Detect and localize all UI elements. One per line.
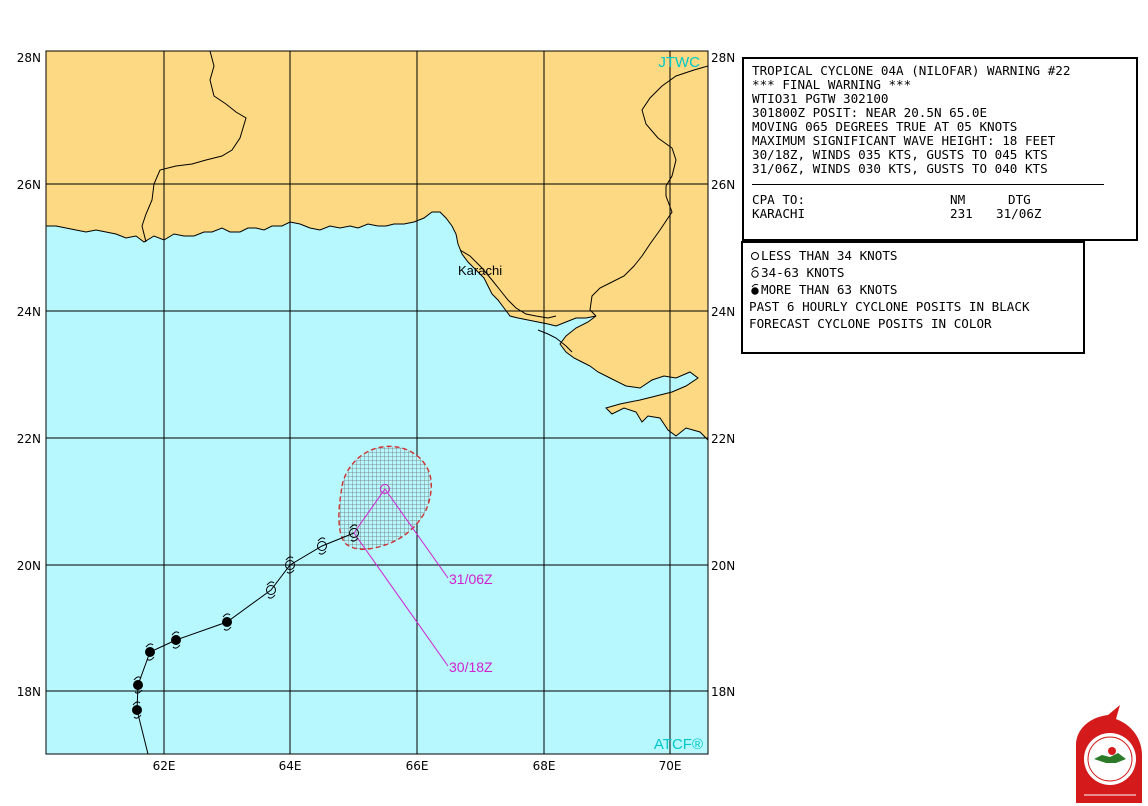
lat-label: 26N: [17, 178, 41, 192]
past-positions: [132, 524, 359, 719]
lon-label: 64E: [279, 759, 302, 773]
danger-area: [338, 445, 432, 550]
legend-note-past: PAST 6 HOURLY CYCLONE POSITS IN BLACK: [749, 298, 1077, 315]
storm-symbol: [285, 556, 295, 574]
storm-icon: [751, 266, 759, 278]
cpa-nm: 231: [950, 206, 973, 221]
legend-panel: LESS THAN 34 KNOTS 34-63 KNOTS MORE THAN…: [741, 241, 1085, 354]
storm-symbol: [266, 581, 276, 599]
warning-id-line: WTIO31 PGTW 302100: [752, 91, 889, 106]
cpa-header-dtg: DTG: [1008, 192, 1031, 207]
jtwc-seal-logo: [1076, 705, 1142, 803]
cpa-header-place: CPA TO:: [752, 192, 806, 207]
forecast-position-31-06z: [380, 484, 390, 494]
legend-item-34-63: 34-63 KNOTS: [749, 264, 1077, 281]
lat-label: 28N: [711, 51, 735, 65]
storm-symbol: [317, 537, 327, 555]
lon-label: 62E: [153, 759, 176, 773]
storm-symbol: [349, 524, 359, 542]
cpa-place: KARACHI: [752, 206, 806, 221]
circle-icon: [751, 251, 759, 260]
lat-label: 26N: [711, 178, 735, 192]
lat-label: 20N: [711, 559, 735, 573]
final-warning-line: *** FINAL WARNING ***: [752, 77, 912, 92]
agency-label-atcf: ATCF®: [654, 736, 703, 753]
legend-note-forecast: FORECAST CYCLONE POSITS IN COLOR: [749, 315, 1077, 332]
city-label-karachi: Karachi: [458, 263, 502, 278]
movement-line: MOVING 065 DEGREES TRUE AT 05 KNOTS: [752, 119, 1018, 134]
map-frame: [45, 50, 709, 755]
legend-note: FORECAST CYCLONE POSITS IN COLOR: [749, 315, 992, 331]
legend-item-more-than-63: MORE THAN 63 KNOTS: [749, 281, 1077, 298]
lon-label: 68E: [533, 759, 556, 773]
typhoon-symbol: [132, 701, 142, 719]
winds-line: 31/06Z, WINDS 030 KTS, GUSTS TO 040 KTS: [752, 161, 1048, 176]
land: [46, 51, 708, 441]
graticule: [46, 51, 708, 754]
lon-label: 66E: [406, 759, 429, 773]
forecast-track: [353, 488, 449, 667]
divider: [752, 184, 1104, 185]
lon-labels: 62E 64E 66E 68E 70E: [153, 759, 682, 773]
legend-item-less-than-34: LESS THAN 34 KNOTS: [749, 247, 1077, 264]
cpa-header: CPA TO: NM DTG: [752, 193, 1128, 207]
legend-note: PAST 6 HOURLY CYCLONE POSITS IN BLACK: [749, 298, 1030, 314]
legend-label: MORE THAN 63 KNOTS: [761, 281, 898, 297]
winds-line: 30/18Z, WINDS 035 KTS, GUSTS TO 045 KTS: [752, 147, 1048, 162]
forecast-label-31-06z: 31/06Z: [449, 571, 493, 587]
typhoon-symbol: [133, 676, 143, 694]
position-line: 301800Z POSIT: NEAR 20.5N 65.0E: [752, 105, 988, 120]
lon-label: 70E: [659, 759, 682, 773]
legend-label: LESS THAN 34 KNOTS: [761, 247, 898, 263]
forecast-label-30-18z: 30/18Z: [449, 659, 493, 675]
warning-title: TROPICAL CYCLONE 04A (NILOFAR) WARNING #…: [752, 63, 1071, 78]
typhoon-symbol: [171, 631, 181, 649]
past-track: [136, 532, 355, 754]
lat-label: 22N: [711, 432, 735, 446]
lat-label: 20N: [17, 559, 41, 573]
lat-label: 18N: [17, 685, 41, 699]
lat-label: 18N: [711, 685, 735, 699]
lat-label: 22N: [17, 432, 41, 446]
warning-panel: TROPICAL CYCLONE 04A (NILOFAR) WARNING #…: [742, 57, 1138, 241]
legend-label: 34-63 KNOTS: [761, 264, 845, 280]
cpa-header-nm: NM: [950, 192, 966, 207]
wave-height-line: MAXIMUM SIGNIFICANT WAVE HEIGHT: 18 FEET: [752, 133, 1056, 148]
lat-label: 24N: [711, 305, 735, 319]
lat-labels-left: 28N 26N 24N 22N 20N 18N: [17, 51, 41, 699]
border-line: [589, 65, 708, 317]
typhoon-symbol: [222, 613, 232, 631]
cpa-dtg: 31/06Z: [996, 206, 1042, 221]
lat-label: 28N: [17, 51, 41, 65]
border-line: [141, 51, 247, 243]
typhoon-symbol: [145, 643, 155, 661]
agency-label-jtwc: JTWC: [658, 54, 700, 71]
coastline-detail: [459, 249, 573, 353]
lat-label: 24N: [17, 305, 41, 319]
lat-labels-right: 28N 26N 24N 22N 20N 18N: [711, 51, 735, 699]
cpa-row: KARACHI 231 31/06Z: [752, 207, 1128, 221]
typhoon-icon: [751, 283, 759, 295]
